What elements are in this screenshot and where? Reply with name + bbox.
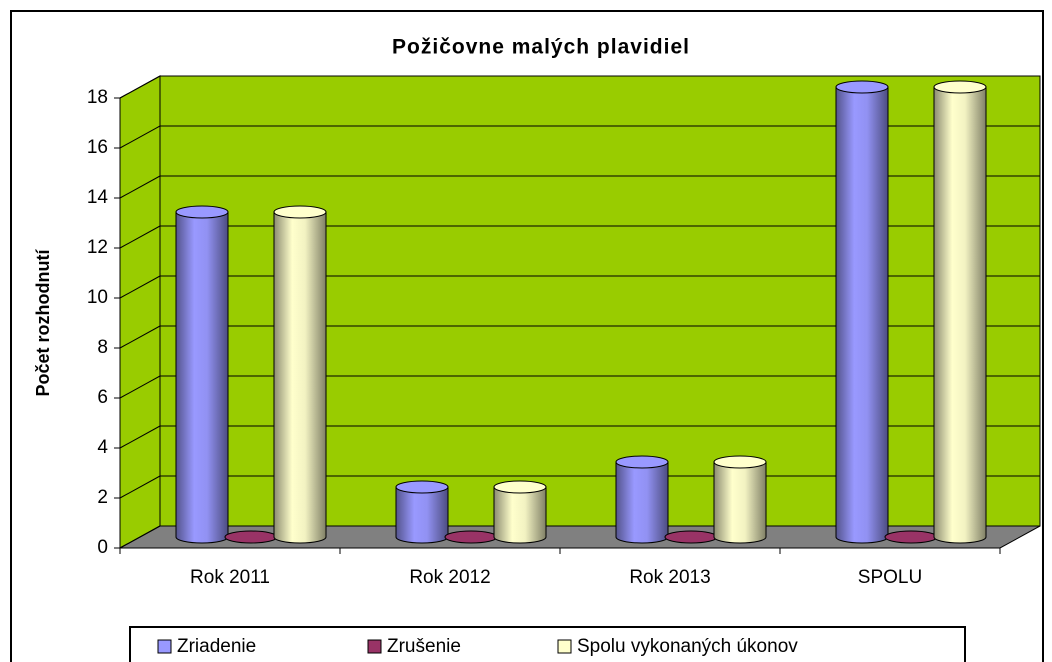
bar-top [273, 205, 327, 219]
bar-top [493, 480, 547, 494]
bar-top [713, 455, 767, 469]
x-tick-label: Rok 2013 [629, 567, 710, 588]
legend-label: Zriadenie [177, 636, 256, 657]
bar-top [615, 455, 669, 469]
legend: Zriadenie Zrušenie Spolu vykonaných úkonov [129, 626, 966, 662]
bar [224, 530, 278, 544]
legend-swatch [157, 639, 172, 654]
bar [493, 486, 547, 544]
legend-swatch [367, 639, 382, 654]
grid-line-side [119, 525, 161, 549]
x-tick-label: SPOLU [858, 567, 922, 588]
y-tick-label: 4 [97, 437, 108, 458]
y-axis-label: Počet rozhodnutí [33, 249, 53, 397]
bar [395, 486, 449, 544]
y-tick-label: 10 [87, 287, 108, 308]
legend-label: Spolu vykonaných úkonov [577, 636, 798, 657]
grid-line-side [119, 375, 161, 399]
grid-line-side [119, 325, 161, 349]
y-tick-label: 0 [97, 537, 108, 558]
bar [615, 461, 669, 544]
grid-line-side [119, 175, 161, 199]
y-tick-label: 18 [87, 87, 108, 108]
y-tick-label: 16 [87, 137, 108, 158]
bar [273, 211, 327, 544]
y-tick-label: 2 [97, 487, 108, 508]
legend-label: Zrušenie [387, 636, 461, 657]
bar-top [933, 80, 987, 94]
plot: 0 2 4 6 8 10 12 14 16 18 Rok 2011 Rok 2012 Rok 2013 S… [87, 75, 1041, 588]
y-tick-label: 8 [97, 337, 108, 358]
bar [444, 530, 498, 544]
bar [835, 86, 889, 544]
grid-line-side [119, 425, 161, 449]
bar [884, 530, 938, 544]
bar-top [395, 480, 449, 494]
grid-line-side [119, 75, 161, 99]
y-tick-label: 6 [97, 387, 108, 408]
y-tick-label: 14 [87, 187, 109, 208]
grid-line-side [119, 475, 161, 499]
bar [933, 86, 987, 544]
x-tick-label: Rok 2012 [409, 567, 490, 588]
grid-line-side [119, 275, 161, 299]
legend-swatch [557, 639, 572, 654]
chart-title: Požičovne malých plavidiel [392, 36, 690, 59]
x-tick-label: Rok 2011 [190, 567, 270, 588]
bar [713, 461, 767, 544]
side-wall [119, 75, 161, 549]
bar-top [175, 205, 229, 219]
bar [664, 530, 718, 544]
legend-box [129, 626, 966, 662]
grid-line-side [119, 225, 161, 249]
bar-top [835, 80, 889, 94]
y-tick-label: 12 [87, 237, 108, 258]
bar [175, 211, 229, 544]
grid-line-side [119, 125, 161, 149]
